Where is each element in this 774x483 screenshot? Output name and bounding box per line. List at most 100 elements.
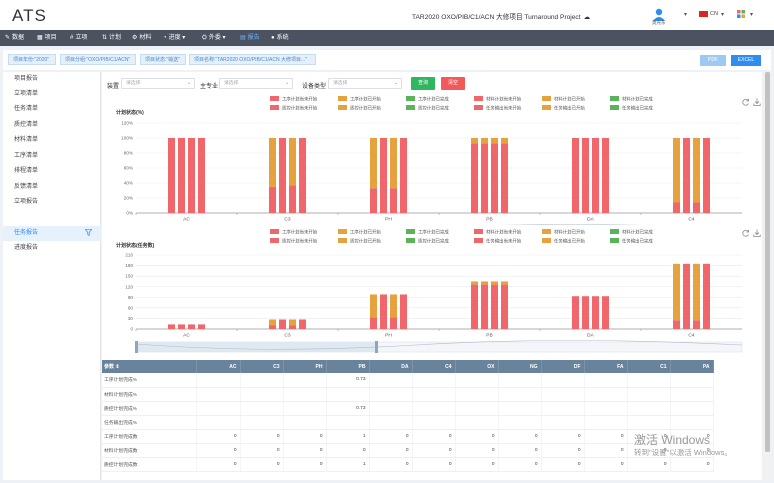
sidebar-item-initiation-report[interactable]: 立项报告 — [14, 199, 39, 205]
download-icon[interactable] — [753, 229, 761, 237]
x-tick-label: PH — [385, 333, 392, 339]
table-cell: 0 — [584, 457, 628, 472]
table-cell: 0 — [283, 443, 327, 458]
legend-label: 材料计划尚未开始 — [486, 96, 522, 103]
project-switch-icon[interactable]: ☁ — [583, 14, 591, 21]
nav-progress[interactable]: ◔ 进度 ▾ — [163, 35, 186, 41]
table-cell — [326, 387, 370, 402]
table-cell — [541, 373, 585, 388]
apps-chevron-down-icon[interactable]: ▾ — [750, 12, 754, 18]
x-tick-label: DA — [587, 217, 594, 223]
sidebar-item-feedback-list[interactable]: 反馈清单 — [14, 184, 39, 190]
refresh-icon[interactable] — [742, 98, 750, 106]
table-cell — [670, 373, 714, 388]
apps-grid-icon[interactable] — [737, 10, 745, 18]
page-scrollbar[interactable] — [764, 72, 771, 480]
filter-chip-group[interactable]: 项目分组:"OXO/PIB/C1/ACN" — [60, 54, 136, 65]
bar-segment — [269, 138, 276, 187]
bar-segment — [693, 138, 700, 203]
device-label: 装置 — [107, 84, 120, 90]
info-icon: ● — [271, 35, 275, 41]
filter-chip-project[interactable]: 项目名称:"TAR2020 OXO/PIB/C1/ACN 大修项目..." — [189, 54, 316, 65]
table-header-row: 参数 ⇕ AC C3 PH PB DA C4 OX NG DF FA C1 PA — [102, 360, 714, 373]
legend-label: 工序计划尚未开始 — [282, 96, 318, 103]
sidebar-item-schedule-list[interactable]: 排程清单 — [14, 168, 39, 174]
y-tick-label: 210 — [125, 253, 133, 258]
nav-report[interactable]: ▤ 报告 — [240, 35, 260, 41]
bar-segment — [683, 138, 690, 213]
scrollbar-thumb[interactable] — [765, 72, 770, 452]
nav-project[interactable]: ▦ 项目 — [37, 35, 57, 41]
zoom-slider-window — [136, 342, 376, 352]
china-flag-icon[interactable] — [699, 11, 708, 17]
bar-segment — [471, 284, 478, 329]
table-cell: 0 — [196, 443, 241, 458]
sidebar-item-task-list[interactable]: 任务清单 — [14, 106, 39, 112]
nav-outsourcing[interactable]: ⛭ 外委 ▾ — [202, 35, 226, 41]
reset-button[interactable]: 清空 — [441, 77, 465, 90]
app-logo[interactable]: ATS — [12, 6, 47, 25]
row-label: 质控计划完成% — [102, 401, 197, 416]
user-name[interactable]: 莫光东 — [652, 20, 666, 25]
sidebar-item-process-list[interactable]: 工序清单 — [14, 153, 39, 159]
download-icon[interactable] — [753, 98, 761, 106]
bar-segment — [289, 325, 296, 329]
nav-data[interactable]: ✎ 数据 — [5, 35, 25, 41]
sidebar-item-task-report[interactable]: 任务报告 — [3, 226, 101, 241]
table-cell — [369, 373, 413, 388]
type-select[interactable]: 请选择 ⌄ — [328, 78, 402, 89]
nav-plan[interactable]: ⇅ 计划 — [102, 35, 122, 41]
table-cell — [584, 401, 628, 416]
table-cell: 1 — [326, 457, 370, 472]
nav-system[interactable]: ● 系统 — [271, 35, 289, 41]
table-header-param[interactable]: 参数 ⇕ — [102, 360, 197, 373]
filter-chip-status[interactable]: 项目状态:"输送" — [140, 54, 186, 65]
bar-segment — [188, 324, 195, 329]
query-button[interactable]: 查询 — [411, 77, 435, 90]
main-panel: 装置 请选择 ⌄ 主专业 请选择 ⌄ 设备类型 请选择 ⌄ 查询 清空 工序计划尚未开… — [102, 72, 762, 480]
bar-segment — [673, 320, 680, 329]
sidebar-item-qc-list[interactable]: 质控清单 — [14, 122, 39, 128]
user-avatar-icon[interactable] — [652, 7, 666, 21]
table-cell — [412, 387, 456, 402]
filter-icon[interactable] — [85, 229, 92, 236]
legend-swatch — [406, 96, 415, 101]
export-pdf-button[interactable]: PDF — [700, 55, 726, 66]
table-cell: 0 — [196, 457, 241, 472]
nav-initiation[interactable]: # 立项 — [70, 35, 88, 41]
bar-segment — [178, 138, 185, 213]
language-selector[interactable]: CN — [710, 11, 718, 17]
refresh-icon[interactable] — [742, 229, 750, 237]
bar-segment — [491, 143, 498, 213]
zoom-slider-handle — [375, 341, 378, 353]
legend-label: 质控计划尚未开始 — [282, 238, 318, 245]
table-cell: 0 — [369, 429, 413, 444]
table-cell: 0 — [196, 429, 241, 444]
project-title[interactable]: TAR2020 OXO/PIB/C1/ACN 大修项目 Turnaround P… — [412, 14, 591, 21]
bar-segment — [390, 294, 397, 318]
major-select[interactable]: 请选择 ⌄ — [219, 78, 293, 89]
filter-chip-year[interactable]: 项目年份:"2020" — [8, 54, 56, 65]
bar-segment — [198, 138, 205, 213]
bar-segment — [501, 138, 508, 144]
sidebar-item-progress-report[interactable]: 进度报告 — [14, 245, 39, 251]
filter-bar: 项目年份:"2020" 项目分组:"OXO/PIB/C1/ACN" 项目状态:"… — [3, 50, 771, 70]
table-header: PA — [670, 360, 714, 373]
export-excel-button[interactable]: EXCEL — [731, 55, 761, 66]
table-cell: 0 — [326, 443, 370, 458]
sidebar-item-project-report[interactable]: 项目报告 — [14, 76, 39, 82]
device-select[interactable]: 请选择 ⌄ — [121, 78, 195, 89]
bar-segment — [592, 138, 599, 213]
sidebar-item-material-list[interactable]: 材料清单 — [14, 137, 39, 143]
legend-label: 工序计划尚未开始 — [282, 229, 318, 236]
table-cell — [196, 401, 241, 416]
user-menu-chevron-down-icon[interactable]: ▾ — [684, 12, 688, 18]
language-chevron-down-icon[interactable]: ▾ — [721, 12, 725, 18]
bar-segment — [178, 324, 185, 329]
nav-material[interactable]: ⚙ 材料 — [132, 35, 152, 41]
sidebar-item-initiation-list[interactable]: 立项清单 — [14, 91, 39, 97]
bar-segment — [491, 281, 498, 285]
sort-icon: ⇅ — [102, 35, 108, 41]
zoom-slider-handle — [135, 341, 138, 353]
plan-status-percent-chart: 工序计划尚未开始 工序计划已开始 工序计划已完成 材料计划尚未开始 材料计划已开始 材料计… — [116, 96, 742, 225]
